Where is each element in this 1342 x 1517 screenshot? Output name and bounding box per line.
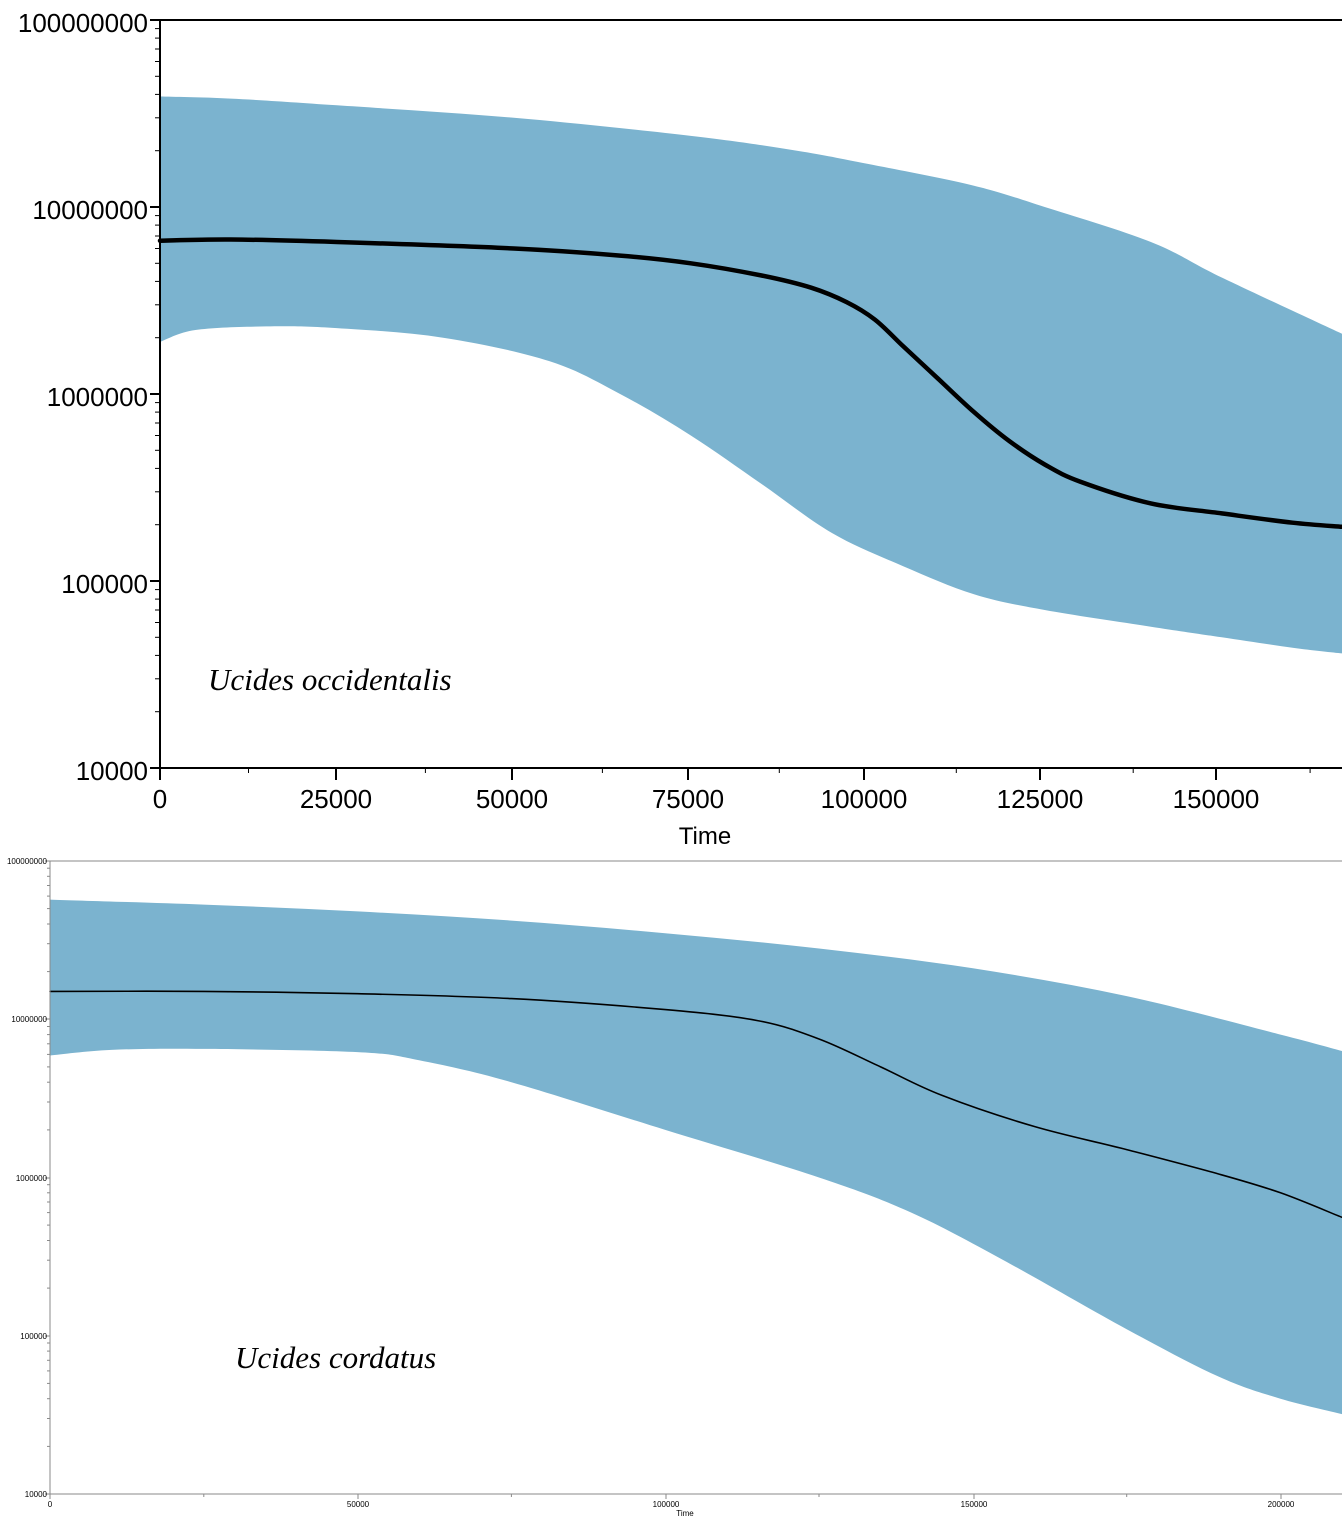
y-tick-label-10000: 10000 xyxy=(76,756,148,786)
x-tick-label-0: 0 xyxy=(153,784,167,814)
x-tick-label-50000: 50000 xyxy=(347,1500,370,1509)
x-tick-label-50000: 50000 xyxy=(476,784,548,814)
species-annotation: Ucides cordatus xyxy=(235,1340,436,1375)
occidentalis-chart: 100000000 10000000 1000000 100000 10000 … xyxy=(18,8,1342,850)
median-line xyxy=(49,990,1342,1219)
x-tick-label-100000: 100000 xyxy=(821,784,908,814)
x-tick-label-75000: 75000 xyxy=(652,784,724,814)
x-axis-label: Time xyxy=(679,823,731,850)
x-tick-label-125000: 125000 xyxy=(997,784,1084,814)
y-tick-label-1000000: 1000000 xyxy=(16,1174,48,1183)
y-tick-label-10000000: 10000000 xyxy=(32,195,148,225)
species-annotation: Ucides occidentalis xyxy=(208,662,452,697)
x-tick-label-100000: 100000 xyxy=(653,1500,680,1509)
cordatus-chart: 100000000 10000000 1000000 100000 10000 … xyxy=(7,857,1342,1517)
median-line xyxy=(157,237,1342,530)
x-tick-label-200000: 200000 xyxy=(1268,1500,1295,1509)
y-tick-label-100000000: 100000000 xyxy=(18,8,148,38)
x-tick-label-25000: 25000 xyxy=(300,784,372,814)
x-tick-label-0: 0 xyxy=(48,1500,53,1509)
y-tick-label-100000: 100000 xyxy=(20,1332,47,1341)
y-tick-label-1000000: 1000000 xyxy=(47,382,148,412)
x-tick-label-150000: 150000 xyxy=(1173,784,1260,814)
y-tick-label-10000: 10000 xyxy=(25,1490,48,1499)
y-tick-label-100000000: 100000000 xyxy=(7,857,48,866)
y-tick-label-100000: 100000 xyxy=(61,569,148,599)
y-tick-label-10000000: 10000000 xyxy=(11,1015,47,1024)
x-tick-label-150000: 150000 xyxy=(961,1500,988,1509)
x-axis-label: Time xyxy=(676,1509,694,1517)
hpd-band xyxy=(50,899,1342,1415)
hpd-band xyxy=(160,96,1342,654)
